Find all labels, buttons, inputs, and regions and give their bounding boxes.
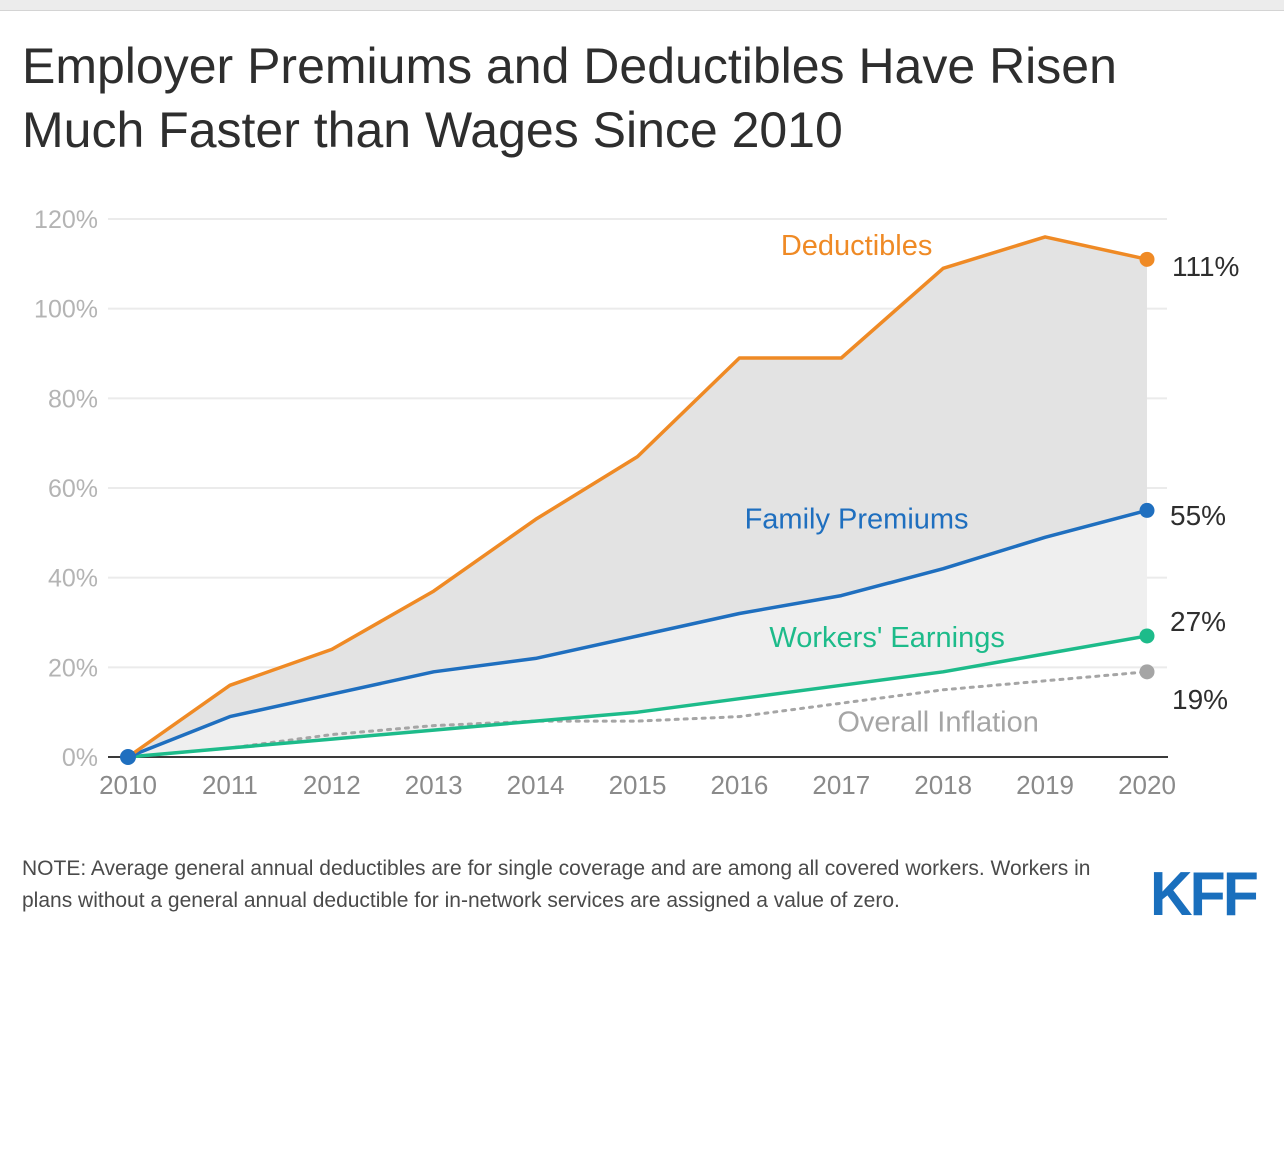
x-tick-label: 2015 <box>609 770 667 800</box>
y-tick-label: 80% <box>48 385 98 413</box>
x-tick-label: 2012 <box>303 770 361 800</box>
band-premiums-earnings <box>128 510 1147 757</box>
end-point-family-premiums <box>1139 502 1155 518</box>
x-tick-label: 2011 <box>202 770 258 800</box>
x-tick-label: 2016 <box>710 770 768 800</box>
x-tick-label: 2014 <box>507 770 565 800</box>
y-tick-label: 100% <box>34 296 98 324</box>
top-border <box>0 0 1284 11</box>
end-point-deductibles <box>1139 251 1155 267</box>
start-point <box>120 749 136 765</box>
end-point-workers-earnings <box>1139 628 1155 644</box>
series-line-workers-earnings <box>126 634 1149 759</box>
series-line-overall-inflation <box>126 670 1149 759</box>
line-chart: 0% 20% 40% 60% 80% 100% 120% 2010 2011 2012 2013 20… <box>34 206 1239 800</box>
end-value-label: 19% <box>1172 684 1228 715</box>
end-value-label: 27% <box>1170 606 1226 637</box>
y-tick-label: 20% <box>48 654 98 682</box>
series-name-label: Overall Inflation <box>837 706 1039 738</box>
end-point-overall-inflation <box>1139 664 1155 680</box>
y-tick-label: 40% <box>48 565 98 593</box>
chart-note: NOTE: Average general annual deductibles… <box>22 857 1091 912</box>
end-value-label: 111% <box>1172 251 1239 282</box>
x-tick-label: 2020 <box>1118 770 1176 800</box>
series-line-family-premiums <box>126 508 1149 759</box>
y-tick-label: 60% <box>48 475 98 503</box>
series-name-label: Deductibles <box>781 230 933 262</box>
x-tick-label: 2019 <box>1016 770 1074 800</box>
kff-logo: KFF <box>1150 860 1259 929</box>
chart-title: Employer Premiums and Deductibles Have R… <box>22 34 1262 162</box>
x-tick-label: 2013 <box>405 770 463 800</box>
series-line-deductibles <box>126 235 1149 759</box>
y-tick-label: 0% <box>62 744 98 772</box>
series-name-label: Family Premiums <box>745 503 969 535</box>
series-name-label: Workers' Earnings <box>769 622 1004 654</box>
x-tick-label: 2017 <box>812 770 870 800</box>
band-deductibles-premiums <box>128 236 1147 757</box>
end-value-label: 55% <box>1170 500 1226 531</box>
title-line-2: Much Faster than Wages Since 2010 <box>22 102 843 158</box>
x-tick-label: 2018 <box>914 770 972 800</box>
y-tick-label: 120% <box>34 206 98 234</box>
x-tick-label: 2010 <box>99 770 157 800</box>
title-line-1: Employer Premiums and Deductibles Have R… <box>22 38 1117 94</box>
